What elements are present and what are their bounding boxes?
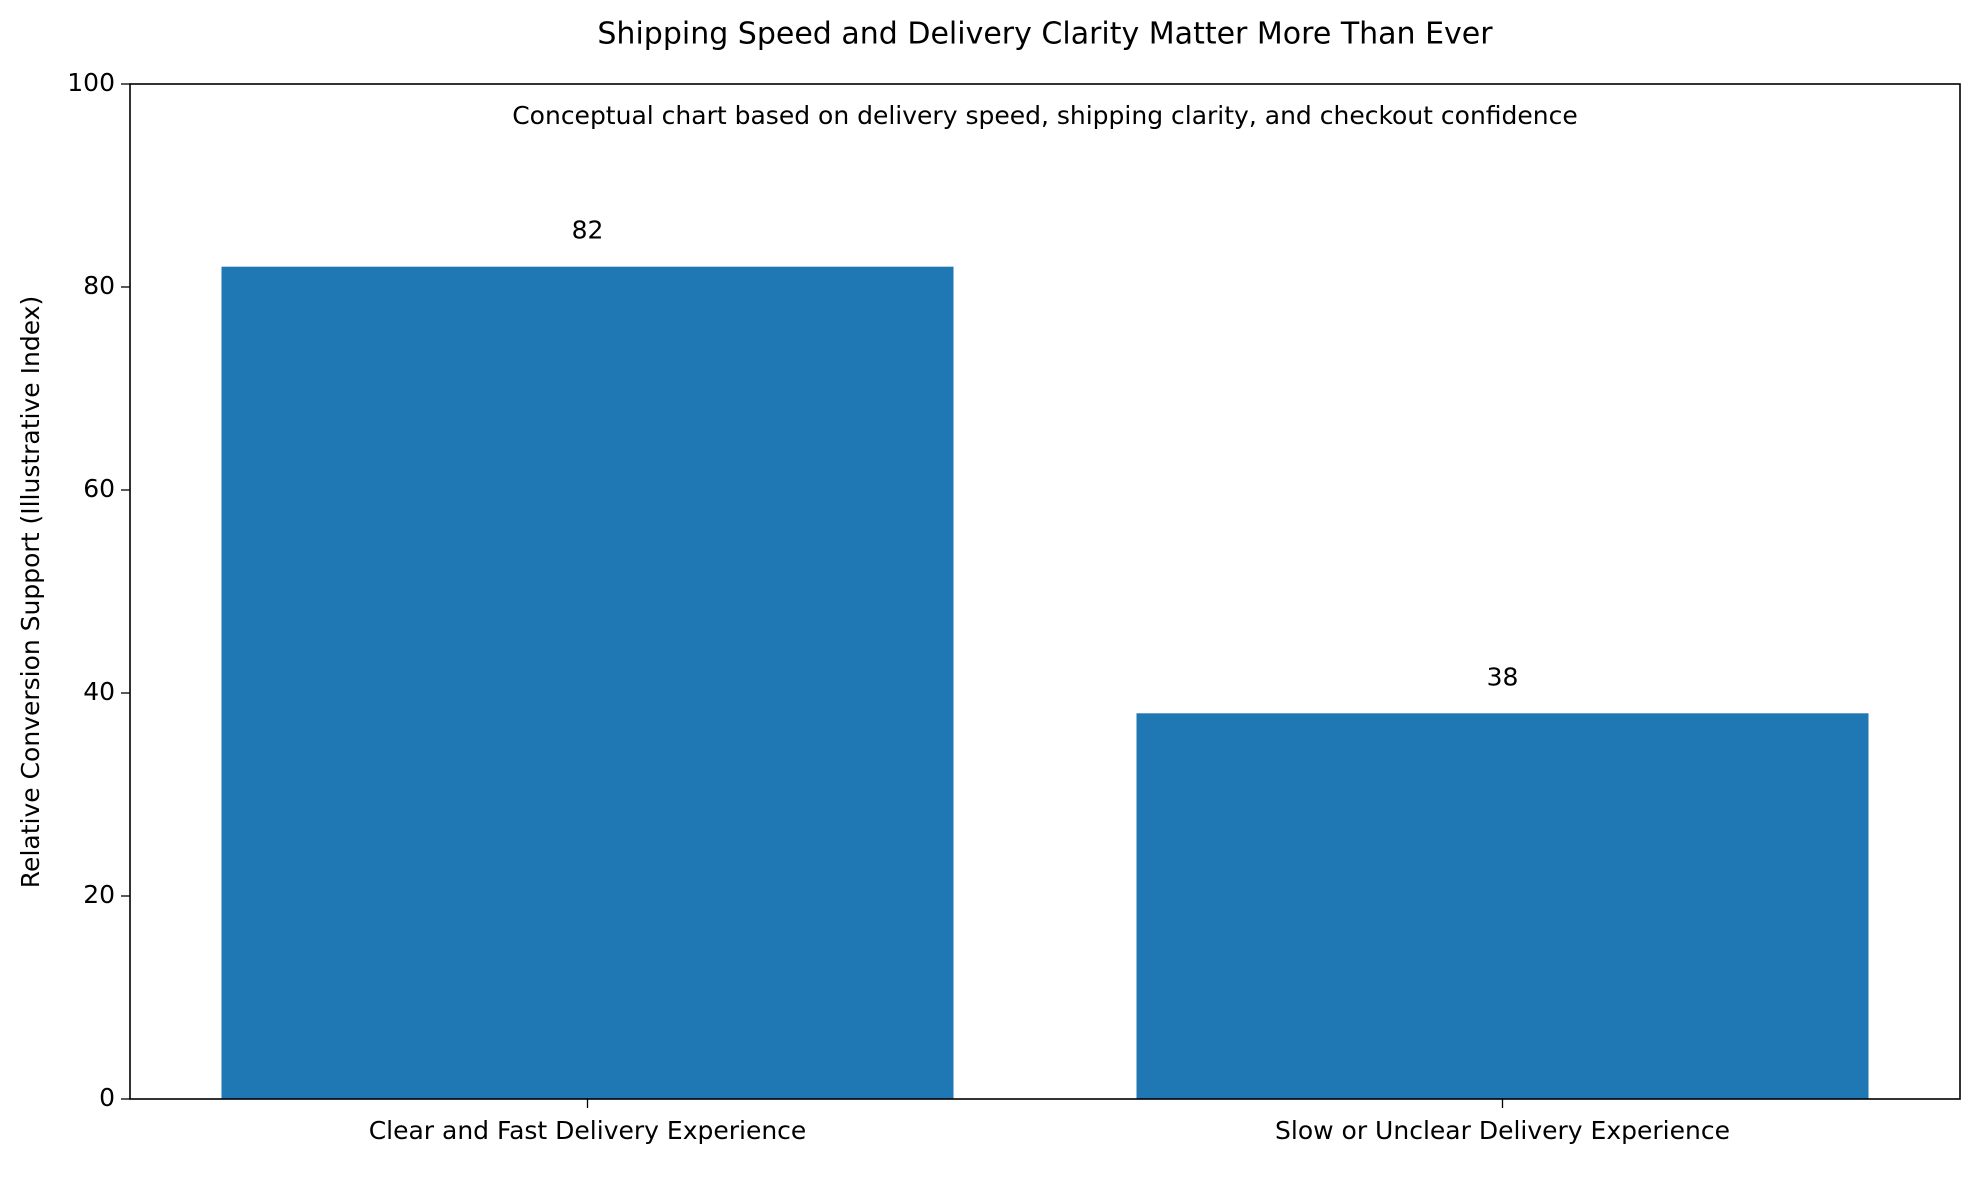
bar	[1136, 713, 1869, 1099]
y-axis-label: Relative Conversion Support (Illustrativ…	[16, 296, 45, 888]
plot-frame	[129, 83, 1961, 1100]
y-tick-label: 100	[67, 68, 115, 97]
y-tick-label: 60	[83, 474, 115, 503]
value-label: 82	[572, 216, 604, 245]
y-tick-label: 80	[83, 271, 115, 300]
bar	[221, 266, 954, 1099]
value-label: 38	[1487, 662, 1519, 691]
chart-subtitle: Conceptual chart based on delivery speed…	[512, 101, 1578, 130]
chart-title: Shipping Speed and Delivery Clarity Matt…	[597, 17, 1493, 52]
y-tick-label: 40	[83, 677, 115, 706]
y-tick-label: 0	[99, 1083, 115, 1112]
x-tick-label: Slow or Unclear Delivery Experience	[1275, 1116, 1730, 1145]
y-tick-label: 20	[83, 880, 115, 909]
x-tick-label: Clear and Fast Delivery Experience	[369, 1116, 807, 1145]
